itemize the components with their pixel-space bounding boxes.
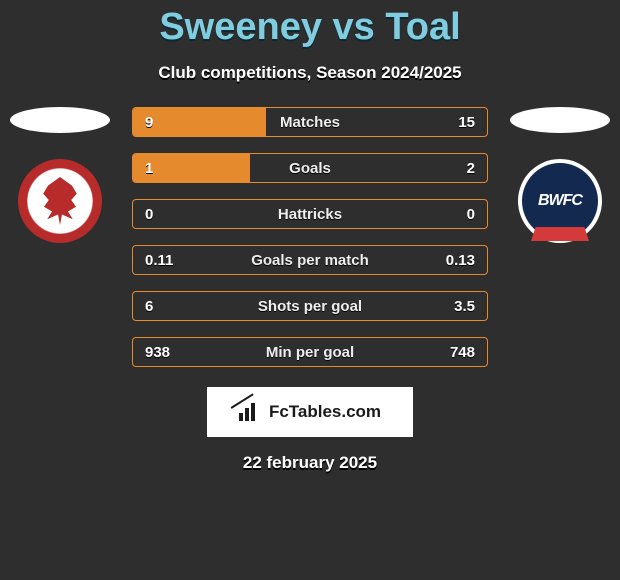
stat-value-right: 748 (450, 344, 475, 361)
date-label: 22 february 2025 (0, 453, 620, 473)
stat-row: 938Min per goal748 (132, 337, 488, 367)
stat-value-right: 2 (467, 160, 475, 177)
right-player-column: BWFC (500, 107, 620, 243)
stat-label: Goals (133, 160, 487, 177)
stat-label: Goals per match (133, 252, 487, 269)
chart-icon (239, 403, 263, 421)
comparison-card: Sweeney vs Toal Club competitions, Seaso… (0, 0, 620, 580)
stat-value-right: 0.13 (446, 252, 475, 269)
stat-row: 0Hattricks0 (132, 199, 488, 229)
content-row: 9Matches15 1Goals2 0Hattricks0 0.11Goals pe… (0, 107, 620, 367)
club-badge-bolton: BWFC (518, 159, 602, 243)
ribbon-icon (531, 227, 589, 241)
stat-value-right: 3.5 (454, 298, 475, 315)
page-subtitle: Club competitions, Season 2024/2025 (0, 63, 620, 83)
stat-value-right: 15 (458, 114, 475, 131)
stat-label: Shots per goal (133, 298, 487, 315)
stat-row: 0.11Goals per match0.13 (132, 245, 488, 275)
stat-value-right: 0 (467, 206, 475, 223)
watermark: FcTables.com (207, 387, 413, 437)
page-title: Sweeney vs Toal (0, 0, 620, 49)
wyvern-icon (40, 177, 80, 225)
stat-row: 9Matches15 (132, 107, 488, 137)
stat-label: Matches (133, 114, 487, 131)
badge-text: BWFC (538, 192, 582, 210)
left-player-column (0, 107, 120, 243)
stats-column: 9Matches15 1Goals2 0Hattricks0 0.11Goals pe… (120, 107, 500, 367)
stat-row: 6Shots per goal3.5 (132, 291, 488, 321)
stat-label: Hattricks (133, 206, 487, 223)
stat-row: 1Goals2 (132, 153, 488, 183)
player-name-placeholder (510, 107, 610, 133)
club-badge-leyton-orient (18, 159, 102, 243)
stat-label: Min per goal (133, 344, 487, 361)
player-name-placeholder (10, 107, 110, 133)
watermark-text: FcTables.com (269, 402, 381, 422)
